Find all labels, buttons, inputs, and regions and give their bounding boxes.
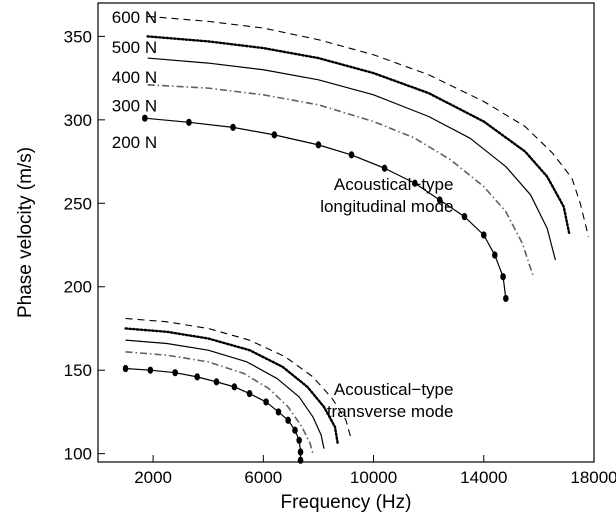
plot-frame [97,2,595,463]
data-point [297,456,304,464]
series-line [125,367,302,461]
data-point [436,196,443,204]
x-tick-label: 18000 [570,468,616,487]
y-tick-label: 300 [64,111,92,130]
series-longitudinal-500n [146,35,571,235]
load-label: 400 N [112,68,157,87]
x-tick-label: 10000 [350,468,397,487]
data-point [285,416,291,424]
data-point [500,273,506,281]
data-point [348,151,355,159]
x-tick-label: 2000 [134,468,172,487]
plot-layer [122,15,590,464]
data-point [461,213,468,221]
series-line [147,15,590,237]
data-point [412,179,418,187]
x-axis-title: Frequency (Hz) [281,492,412,513]
data-point [142,114,148,122]
load-label: 500 N [112,38,157,57]
series-transverse-500n [124,327,339,445]
y-tick-label: 350 [64,27,92,46]
data-point [263,398,269,406]
data-point [122,364,129,373]
data-point [296,436,302,444]
series-line [146,35,571,235]
data-point [271,131,278,139]
series-longitudinal-600n [147,15,590,237]
mode-annotation: Acoustical−type [334,380,454,399]
series-line [144,117,507,299]
annotations: 600 N 500 N 400 N 300 N 200 N Acoustical−type… [112,8,454,421]
data-point [492,251,498,259]
series-transverse-300n [125,351,314,454]
data-point [246,389,253,398]
series-line [125,317,353,441]
data-point [315,141,322,149]
mode-annotation: transverse mode [327,402,454,421]
y-tick-label: 200 [64,278,92,297]
series-transverse-200n [122,364,304,464]
data-point [213,378,220,386]
series-line [125,339,325,449]
data-point [230,123,236,131]
data-point [194,373,200,381]
data-point [503,294,509,303]
y-tick-label: 150 [64,361,92,380]
series-longitudinal-400n [147,57,557,261]
x-tick-label: 6000 [244,468,282,487]
series-transverse-400n [125,339,325,449]
mode-annotation: Acoustical−type [334,175,454,194]
series-transverse-600n [125,317,353,441]
data-point [480,231,487,239]
mode-annotation: longitudinal mode [320,197,453,216]
data-point [147,366,154,374]
load-label: 600 N [112,8,157,27]
axis-ticks: 2000 6000 10000 14000 18000 100 150 200 250 300 35… [64,27,616,487]
data-point [186,118,192,126]
series-line [124,327,339,445]
y-axis-title: Phase velocity (m/s) [15,147,36,318]
series-longitudinal-200n [142,114,509,303]
y-tick-label: 250 [64,194,92,213]
load-label: 300 N [112,96,157,115]
series-line [147,83,535,277]
y-tick-label: 100 [64,445,92,464]
data-point [172,369,178,377]
data-point [292,426,298,434]
data-point [275,408,282,416]
data-point [231,383,238,391]
x-tick-label: 14000 [460,468,507,487]
data-point [297,448,304,456]
data-point [381,164,388,172]
series-line [147,57,557,261]
series-line [125,351,314,454]
series-longitudinal-300n [147,83,535,277]
load-label: 200 N [112,133,157,152]
